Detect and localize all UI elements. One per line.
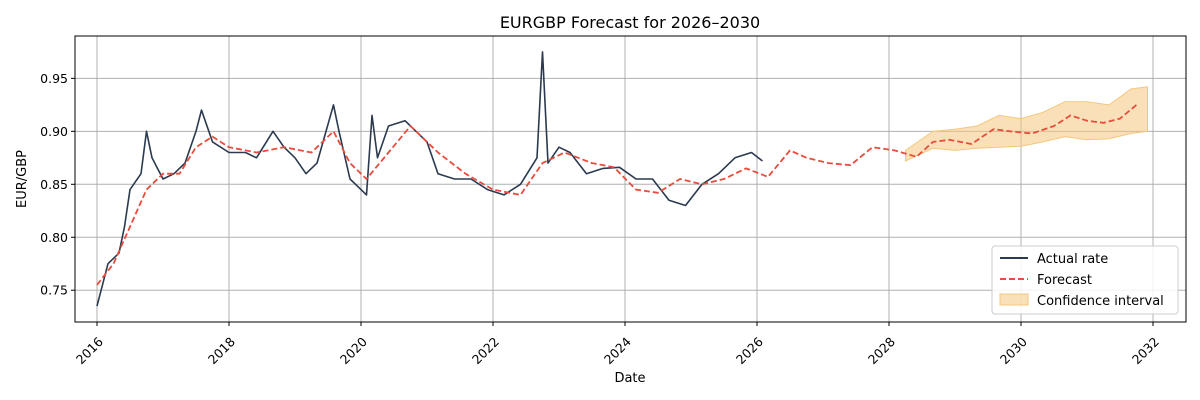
legend-actual-label: Actual rate bbox=[1037, 252, 1108, 267]
y-tick-label: 0.95 bbox=[40, 71, 68, 86]
y-axis-title: EUR/GBP bbox=[15, 150, 30, 208]
confidence-interval-area bbox=[905, 86, 1148, 162]
y-tick-label: 0.90 bbox=[40, 124, 68, 139]
x-tick-label: 2018 bbox=[205, 334, 238, 367]
y-ticks: 0.75 0.80 0.85 0.90 0.95 bbox=[40, 71, 75, 298]
x-tick-label: 2030 bbox=[997, 334, 1030, 367]
x-tick-label: 2022 bbox=[469, 334, 502, 367]
y-tick-label: 0.75 bbox=[40, 283, 68, 298]
x-tick-label: 2024 bbox=[601, 334, 634, 367]
chart-title: EURGBP Forecast for 2026–2030 bbox=[500, 13, 760, 32]
legend-forecast-label: Forecast bbox=[1037, 273, 1092, 288]
y-tick-label: 0.85 bbox=[40, 177, 68, 192]
confidence-band bbox=[905, 86, 1148, 162]
legend: Actual rate Forecast Confidence interval bbox=[991, 245, 1179, 315]
x-tick-label: 2028 bbox=[865, 334, 898, 367]
y-tick-label: 0.80 bbox=[40, 230, 68, 245]
x-axis-title: Date bbox=[614, 371, 645, 386]
x-tick-label: 2032 bbox=[1129, 334, 1162, 367]
x-tick-label: 2026 bbox=[733, 334, 766, 367]
legend-confidence-label: Confidence interval bbox=[1037, 294, 1164, 309]
forecast-line bbox=[96, 104, 1138, 286]
x-tick-label: 2020 bbox=[337, 334, 370, 367]
legend-confidence-swatch bbox=[999, 293, 1029, 306]
plot-frame bbox=[74, 35, 1187, 323]
actual-rate-line bbox=[96, 51, 763, 307]
series-lines bbox=[96, 51, 1138, 307]
x-tick-label: 2016 bbox=[73, 334, 106, 367]
legend-box bbox=[991, 245, 1179, 315]
x-ticks: 2016 2018 2020 2022 2024 2026 2028 2030 2032 bbox=[73, 322, 1162, 367]
